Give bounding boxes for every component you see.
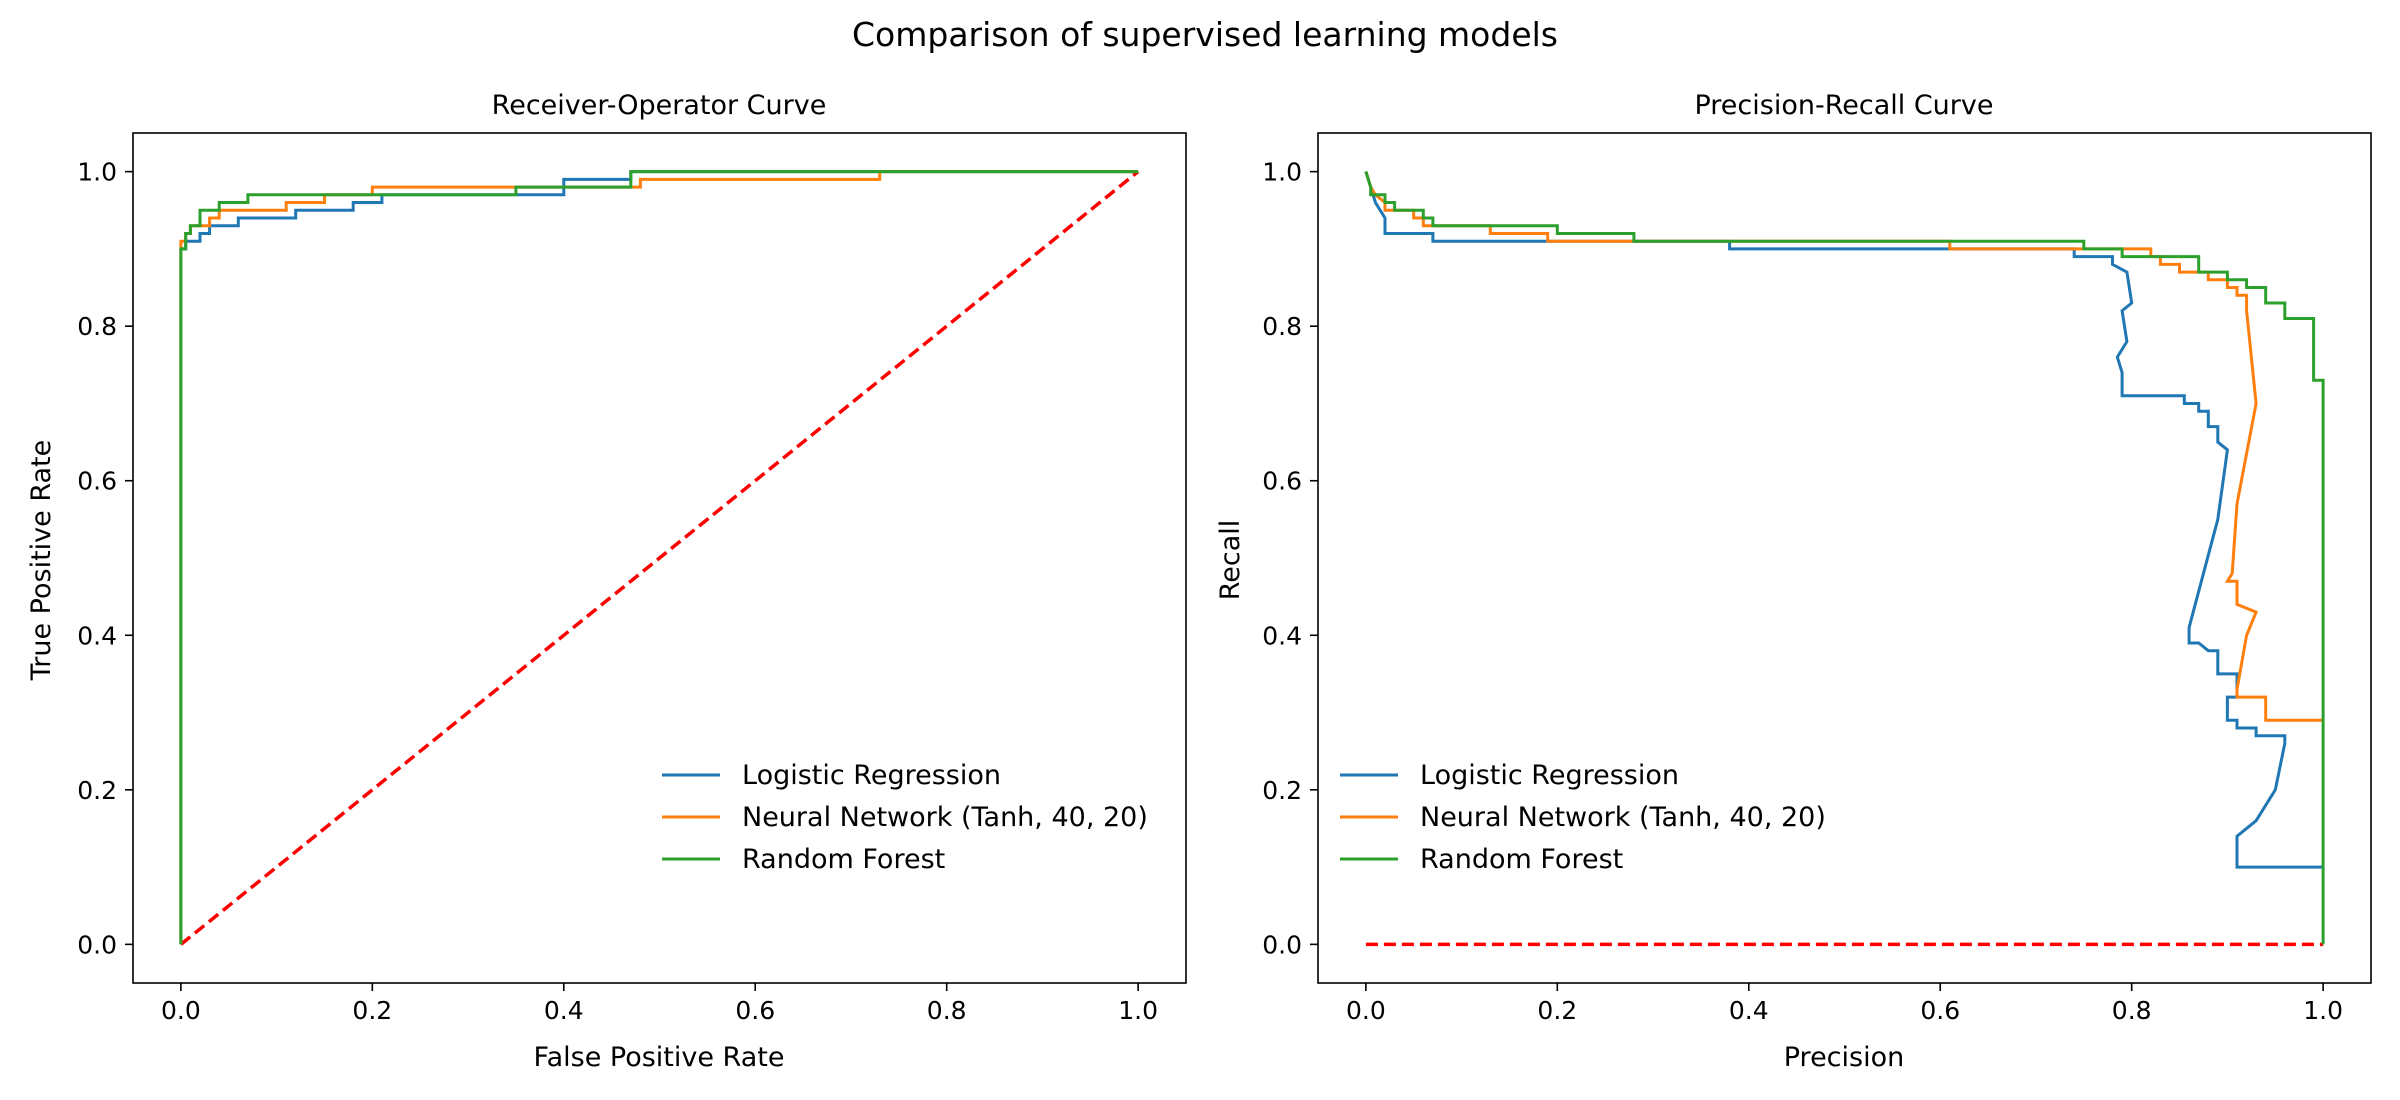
pr-x-tick-label: 0.4 — [1729, 996, 1769, 1025]
roc-series-baseline-line — [179, 170, 1140, 946]
pr-plot-area — [1364, 171, 2325, 947]
roc-y-tick-label: 0.0 — [77, 930, 117, 959]
pr-y-axis-label: Recall — [1215, 520, 1246, 601]
roc-x-tick-label: 0.0 — [161, 996, 201, 1025]
roc-plot-area — [179, 170, 1140, 946]
pr-legend: Logistic Regression Neural Network (Tanh,… — [1340, 760, 1826, 875]
pr-legend-label: Random Forest — [1420, 844, 1623, 875]
roc-legend-label: Random Forest — [742, 844, 945, 875]
pr-y-tick-label: 1.0 — [1262, 158, 1302, 187]
figure-title: Comparison of supervised learning models — [852, 15, 1558, 54]
roc-series-random-forest-line — [179, 170, 1139, 945]
pr-x-tick-label: 1.0 — [2303, 996, 2343, 1025]
roc-x-tick-label: 0.6 — [735, 996, 775, 1025]
roc-legend-label: Neural Network (Tanh, 40, 20) — [742, 802, 1148, 833]
roc-y-axis-label: True Positive Rate — [26, 440, 57, 682]
roc-x-axis-label: False Positive Rate — [534, 1042, 785, 1073]
roc-y-tick-label: 0.4 — [77, 621, 117, 650]
pr-legend-label: Logistic Regression — [1420, 760, 1679, 791]
pr-y-tick-label: 0.6 — [1262, 467, 1302, 496]
roc-panel-title: Receiver-Operator Curve — [492, 90, 827, 121]
roc-legend-label: Logistic Regression — [742, 760, 1001, 791]
roc-axes-frame — [132, 132, 1187, 984]
roc-legend: Logistic Regression Neural Network (Tanh,… — [662, 760, 1148, 875]
pr-ticks: 0.0 0.2 0.4 0.6 0.8 1.0 0.0 0.2 0.4 0.6 0.8 1.0 — [1262, 158, 2343, 1025]
roc-x-tick-label: 0.4 — [544, 996, 584, 1025]
pr-axes-frame — [1317, 132, 2372, 984]
roc-y-tick-label: 0.2 — [77, 776, 117, 805]
roc-y-tick-label: 1.0 — [77, 158, 117, 187]
pr-x-tick-label: 0.8 — [2112, 996, 2152, 1025]
pr-series-neural-network-tanh-40-20-line — [1364, 171, 2324, 722]
pr-x-tick-label: 0.2 — [1537, 996, 1577, 1025]
roc-y-tick-label: 0.6 — [77, 467, 117, 496]
pr-x-tick-label: 0.0 — [1346, 996, 1386, 1025]
pr-y-tick-label: 0.0 — [1262, 930, 1302, 959]
pr-y-tick-label: 0.2 — [1262, 776, 1302, 805]
roc-x-tick-label: 1.0 — [1118, 996, 1158, 1025]
roc-x-tick-label: 0.2 — [352, 996, 392, 1025]
roc-x-tick-label: 0.8 — [927, 996, 967, 1025]
pr-series-random-forest-line — [1364, 171, 2325, 945]
pr-x-axis-label: Precision — [1784, 1042, 1904, 1073]
pr-y-tick-label: 0.4 — [1262, 621, 1302, 650]
pr-x-tick-label: 0.6 — [1920, 996, 1960, 1025]
roc-panel: Receiver-Operator Curve False Positive R… — [26, 90, 1187, 1073]
pr-panel-title: Precision-Recall Curve — [1694, 90, 1993, 121]
roc-ticks: 0.0 0.2 0.4 0.6 0.8 1.0 0.0 0.2 0.4 0.6 0.8 1.0 — [77, 158, 1158, 1025]
pr-panel: Precision-Recall Curve Precision Recall … — [1215, 90, 2372, 1073]
roc-y-tick-label: 0.8 — [77, 312, 117, 341]
roc-series-logistic-regression-line — [179, 170, 1139, 945]
pr-series-logistic-regression-line — [1364, 171, 2324, 869]
pr-y-tick-label: 0.8 — [1262, 312, 1302, 341]
pr-legend-label: Neural Network (Tanh, 40, 20) — [1420, 802, 1826, 833]
